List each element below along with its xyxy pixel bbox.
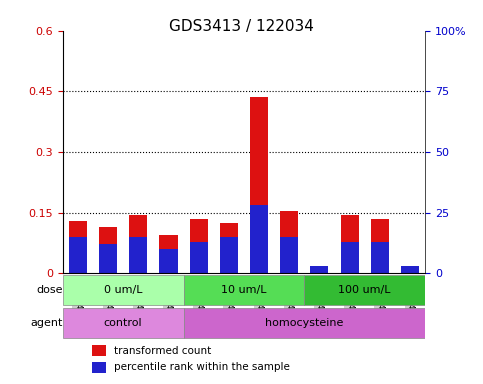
Bar [159, 235, 178, 273]
Text: GSM240528: GSM240528 [164, 278, 173, 333]
Text: GSM240533: GSM240533 [315, 278, 324, 333]
FancyBboxPatch shape [63, 275, 184, 305]
Text: GSM240530: GSM240530 [224, 278, 233, 333]
Text: GSM240527: GSM240527 [134, 278, 143, 333]
Bar [92, 345, 106, 356]
Bar [129, 215, 147, 273]
Bar [99, 227, 117, 273]
FancyBboxPatch shape [304, 275, 425, 305]
Text: GSM240531: GSM240531 [255, 278, 264, 333]
Bar [311, 266, 328, 273]
FancyBboxPatch shape [184, 308, 425, 338]
Bar [99, 244, 117, 273]
Bar [250, 205, 268, 273]
Text: GSM240532: GSM240532 [284, 278, 294, 333]
Text: GSM240534: GSM240534 [345, 278, 354, 333]
Bar [401, 266, 419, 273]
Text: control: control [104, 318, 142, 328]
Bar [69, 237, 87, 273]
Text: 10 um/L: 10 um/L [221, 285, 267, 295]
Bar [92, 362, 106, 373]
Text: GSM240529: GSM240529 [194, 278, 203, 333]
Bar [341, 215, 358, 273]
Bar [129, 237, 147, 273]
Bar [371, 242, 389, 273]
Bar [220, 237, 238, 273]
Bar [69, 221, 87, 273]
Bar [220, 223, 238, 273]
Text: GSM240848: GSM240848 [405, 278, 414, 333]
Bar [371, 218, 389, 273]
Bar [159, 249, 178, 273]
Text: 0 um/L: 0 um/L [104, 285, 142, 295]
Text: dose: dose [36, 285, 63, 295]
Text: GSM240535: GSM240535 [375, 278, 384, 333]
Text: GDS3413 / 122034: GDS3413 / 122034 [169, 19, 314, 34]
Bar [189, 242, 208, 273]
Text: 100 um/L: 100 um/L [339, 285, 391, 295]
Text: GSM240525: GSM240525 [73, 278, 83, 333]
Bar [280, 210, 298, 273]
Bar [189, 218, 208, 273]
Bar [280, 237, 298, 273]
Text: agent: agent [30, 318, 63, 328]
Bar [341, 242, 358, 273]
FancyBboxPatch shape [63, 308, 184, 338]
FancyBboxPatch shape [184, 275, 304, 305]
Text: percentile rank within the sample: percentile rank within the sample [114, 362, 289, 372]
Text: transformed count: transformed count [114, 346, 211, 356]
Text: homocysteine: homocysteine [265, 318, 343, 328]
Text: GSM240526: GSM240526 [103, 278, 113, 333]
Bar [250, 98, 268, 273]
